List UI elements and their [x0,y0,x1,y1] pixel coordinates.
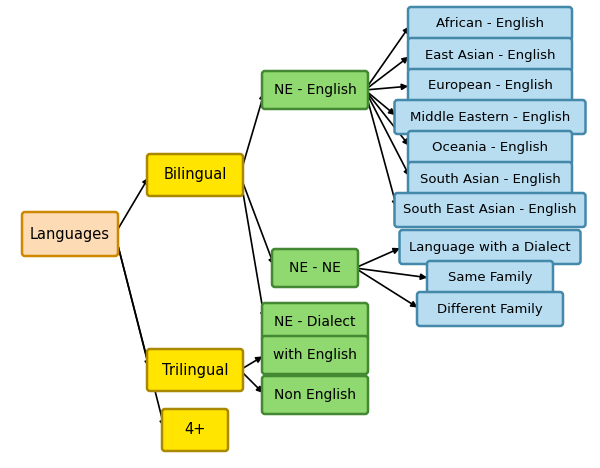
Text: African - English: African - English [436,17,544,30]
Text: European - English: European - English [428,80,553,93]
Text: NE - English: NE - English [274,83,356,97]
FancyBboxPatch shape [395,193,586,227]
FancyBboxPatch shape [147,154,243,196]
FancyBboxPatch shape [408,7,572,41]
Text: Middle Eastern - English: Middle Eastern - English [410,110,570,124]
FancyBboxPatch shape [262,376,368,414]
Text: NE - Dialect: NE - Dialect [274,315,356,329]
Text: with English: with English [273,348,357,362]
Text: South Asian - English: South Asian - English [419,173,560,185]
Text: Bilingual: Bilingual [163,168,227,183]
FancyBboxPatch shape [408,162,572,196]
Text: Different Family: Different Family [437,302,543,315]
Text: Non English: Non English [274,388,356,402]
FancyBboxPatch shape [262,303,368,341]
FancyBboxPatch shape [22,212,118,256]
FancyBboxPatch shape [147,349,243,391]
Text: Oceania - English: Oceania - English [432,141,548,154]
FancyBboxPatch shape [400,230,581,264]
FancyBboxPatch shape [162,409,228,451]
FancyBboxPatch shape [262,71,368,109]
FancyBboxPatch shape [408,69,572,103]
FancyBboxPatch shape [395,100,586,134]
FancyBboxPatch shape [262,336,368,374]
Text: NE - NE: NE - NE [289,261,341,275]
Text: 4+: 4+ [184,423,206,438]
Text: Trilingual: Trilingual [162,363,228,378]
Text: Same Family: Same Family [448,271,532,285]
Text: East Asian - English: East Asian - English [425,49,555,61]
FancyBboxPatch shape [272,249,358,287]
Text: Languages: Languages [30,227,110,241]
FancyBboxPatch shape [408,38,572,72]
FancyBboxPatch shape [408,131,572,165]
Text: Language with a Dialect: Language with a Dialect [409,241,571,254]
FancyBboxPatch shape [427,261,553,295]
Text: South East Asian - English: South East Asian - English [403,204,577,217]
FancyBboxPatch shape [417,292,563,326]
